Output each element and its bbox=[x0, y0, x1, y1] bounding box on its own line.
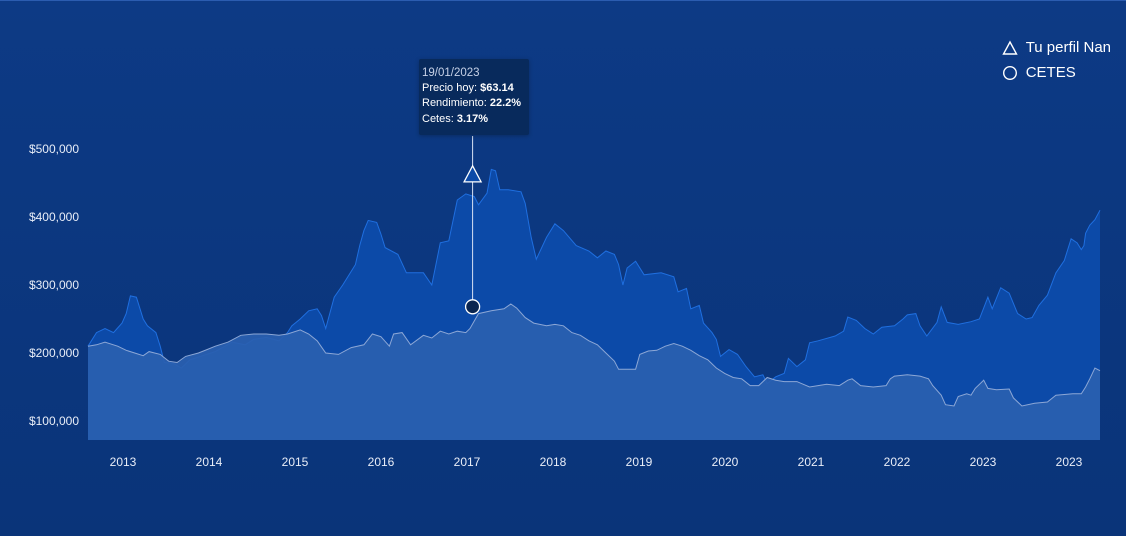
x-tick-label: 2020 bbox=[712, 455, 739, 469]
x-tick-label: 2013 bbox=[110, 455, 137, 469]
chart-areas bbox=[87, 168, 1101, 440]
x-tick-label: 2021 bbox=[798, 455, 825, 469]
y-tick-label: $500,000 bbox=[29, 142, 79, 156]
perfil-marker bbox=[463, 164, 483, 183]
tooltip-precio-value: $63.14 bbox=[480, 82, 514, 95]
series-line-cetes bbox=[87, 303, 1101, 407]
chart-legend: Tu perfil Nan CETES bbox=[1002, 35, 1111, 85]
legend-perfil-label: Tu perfil Nan bbox=[1025, 39, 1111, 56]
hover-tooltip: 19/01/2023 Precio hoy: $63.14 Rendimient… bbox=[419, 59, 529, 135]
tooltip-cetes-value: 3.17% bbox=[456, 112, 489, 125]
x-axis: 2013 2014 2015 2016 2017 2018 2019 2020 2021 2022… bbox=[110, 455, 1083, 469]
x-tick-label: 2018 bbox=[540, 455, 567, 469]
series-area-cetes bbox=[88, 304, 1100, 440]
y-tick-label: $100,000 bbox=[29, 414, 79, 428]
y-tick-label: $300,000 bbox=[29, 278, 79, 292]
triangle-icon bbox=[1002, 40, 1018, 55]
legend-item-perfil[interactable]: Tu perfil Nan bbox=[1002, 35, 1111, 60]
x-tick-label: 2019 bbox=[626, 455, 653, 469]
tooltip-cetes-row: Cetes: 3.17% bbox=[422, 112, 526, 127]
hover-markers bbox=[463, 136, 483, 315]
y-tick-label: $400,000 bbox=[29, 210, 79, 224]
legend-item-cetes[interactable]: CETES bbox=[1002, 60, 1111, 85]
x-tick-label: 2014 bbox=[196, 455, 223, 469]
tooltip-precio-row: Precio hoy: $63.14 bbox=[422, 81, 526, 96]
tooltip-rendimiento-value: 22.2% bbox=[489, 97, 522, 110]
circle-icon bbox=[1002, 65, 1017, 80]
tooltip-precio-label: Precio hoy: bbox=[422, 82, 478, 95]
x-tick-label: 2017 bbox=[454, 455, 481, 469]
y-axis: $500,000 $400,000 $300,000 $200,000 $100,000 bbox=[29, 142, 79, 428]
tooltip-rendimiento-row: Rendimiento: 22.2% bbox=[422, 96, 526, 111]
tooltip-cetes-label: Cetes: bbox=[422, 112, 454, 125]
y-tick-label: $200,000 bbox=[29, 346, 79, 360]
tooltip-rendimiento-label: Rendimiento: bbox=[422, 97, 487, 110]
tooltip-date: 19/01/2023 bbox=[422, 67, 480, 79]
x-tick-label: 2022 bbox=[884, 455, 911, 469]
x-tick-label: 2016 bbox=[368, 455, 395, 469]
x-tick-label: 2023 bbox=[970, 455, 997, 469]
legend-cetes-label: CETES bbox=[1025, 64, 1076, 81]
x-tick-label: 2015 bbox=[282, 455, 309, 469]
x-tick-label: 2023 bbox=[1056, 455, 1083, 469]
cetes-marker bbox=[464, 299, 481, 315]
